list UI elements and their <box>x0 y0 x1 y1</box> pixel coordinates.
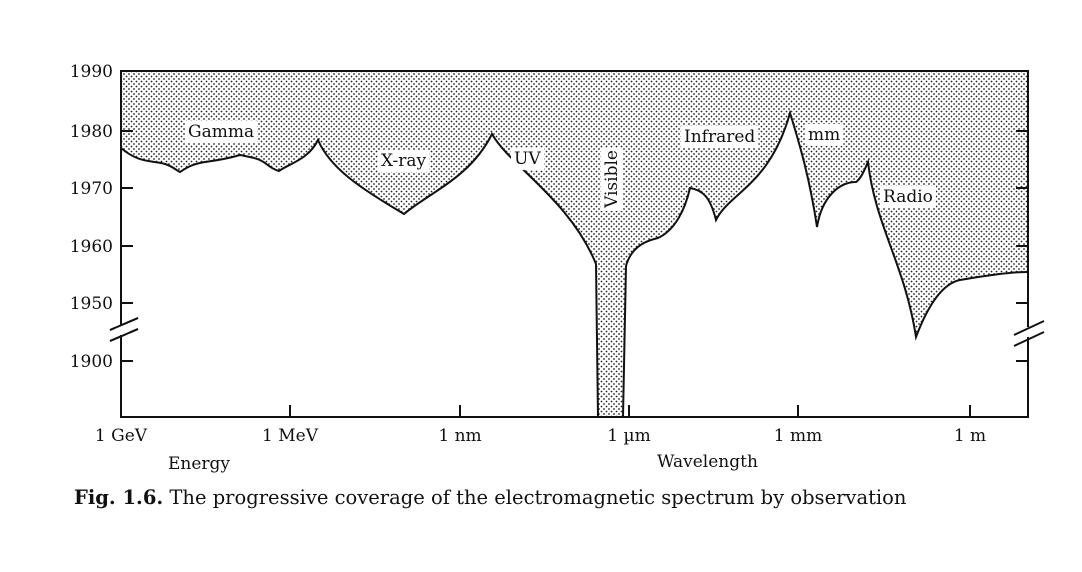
band-label-text-gamma: Gamma <box>188 122 254 142</box>
band-label-backdrop <box>681 126 759 148</box>
band-label-visible: Visible <box>601 148 623 211</box>
y-tick-label-1960: 1960 <box>70 237 113 257</box>
y-tick-label-1900: 1900 <box>70 352 113 372</box>
band-label-text-infrared: Infrared <box>684 127 755 147</box>
figure-caption: Fig. 1.6. The progressive coverage of th… <box>74 486 1064 509</box>
x-tick-label-4: 1 mm <box>774 426 822 446</box>
band-labels: Gamma X-ray UV Visible Infrared mm Radio <box>185 121 936 211</box>
y-axis-ticks <box>121 70 1028 362</box>
x-axis-ticks <box>120 405 971 417</box>
band-label-backdrop <box>601 148 623 211</box>
band-label-text-xray: X-ray <box>381 151 427 171</box>
x-axis-name-wavelength: Wavelength <box>657 452 758 472</box>
caption-text: The progressive coverage of the electrom… <box>163 486 907 509</box>
band-label-radio: Radio <box>880 186 936 208</box>
y-tick-label-1980: 1980 <box>70 122 113 142</box>
band-label-text-mm: mm <box>808 125 840 145</box>
x-tick-label-0: 1 GeV <box>95 426 148 446</box>
x-tick-label-1: 1 MeV <box>262 426 319 446</box>
band-label-text-radio: Radio <box>883 187 933 207</box>
x-axis-name-energy: Energy <box>168 454 230 474</box>
x-tick-label-3: 1 µm <box>607 426 650 446</box>
band-label-xray: X-ray <box>378 150 430 172</box>
y-tick-label-1990: 1990 <box>70 62 113 82</box>
band-label-backdrop <box>880 186 936 208</box>
band-label-backdrop <box>805 124 844 146</box>
y-axis-labels: 1990 1980 1970 1960 1950 1900 <box>70 62 113 372</box>
coverage-curve <box>120 109 1029 418</box>
y-axis-break-right <box>1013 320 1045 347</box>
y-tick-label-1970: 1970 <box>70 179 113 199</box>
caption-label: Fig. 1.6. <box>74 486 164 509</box>
band-label-gamma: Gamma <box>185 121 258 143</box>
x-tick-label-2: 1 nm <box>438 426 481 446</box>
band-label-infrared: Infrared <box>681 126 759 148</box>
x-tick-label-5: 1 m <box>954 426 986 446</box>
covered-region-fill <box>121 71 1028 417</box>
band-label-backdrop <box>185 121 258 143</box>
y-tick-label-1950: 1950 <box>70 294 113 314</box>
band-label-backdrop <box>511 148 545 170</box>
band-label-mm: mm <box>805 124 844 146</box>
band-label-text-uv: UV <box>514 149 541 169</box>
band-label-text-visible: Visible <box>602 150 622 209</box>
band-label-uv: UV <box>511 148 545 170</box>
x-axis-labels: 1 GeV 1 MeV 1 nm 1 µm 1 mm 1 m <box>95 426 986 446</box>
plot-frame <box>120 70 1029 418</box>
band-label-backdrop <box>378 150 430 172</box>
y-axis-break-left <box>109 317 139 342</box>
